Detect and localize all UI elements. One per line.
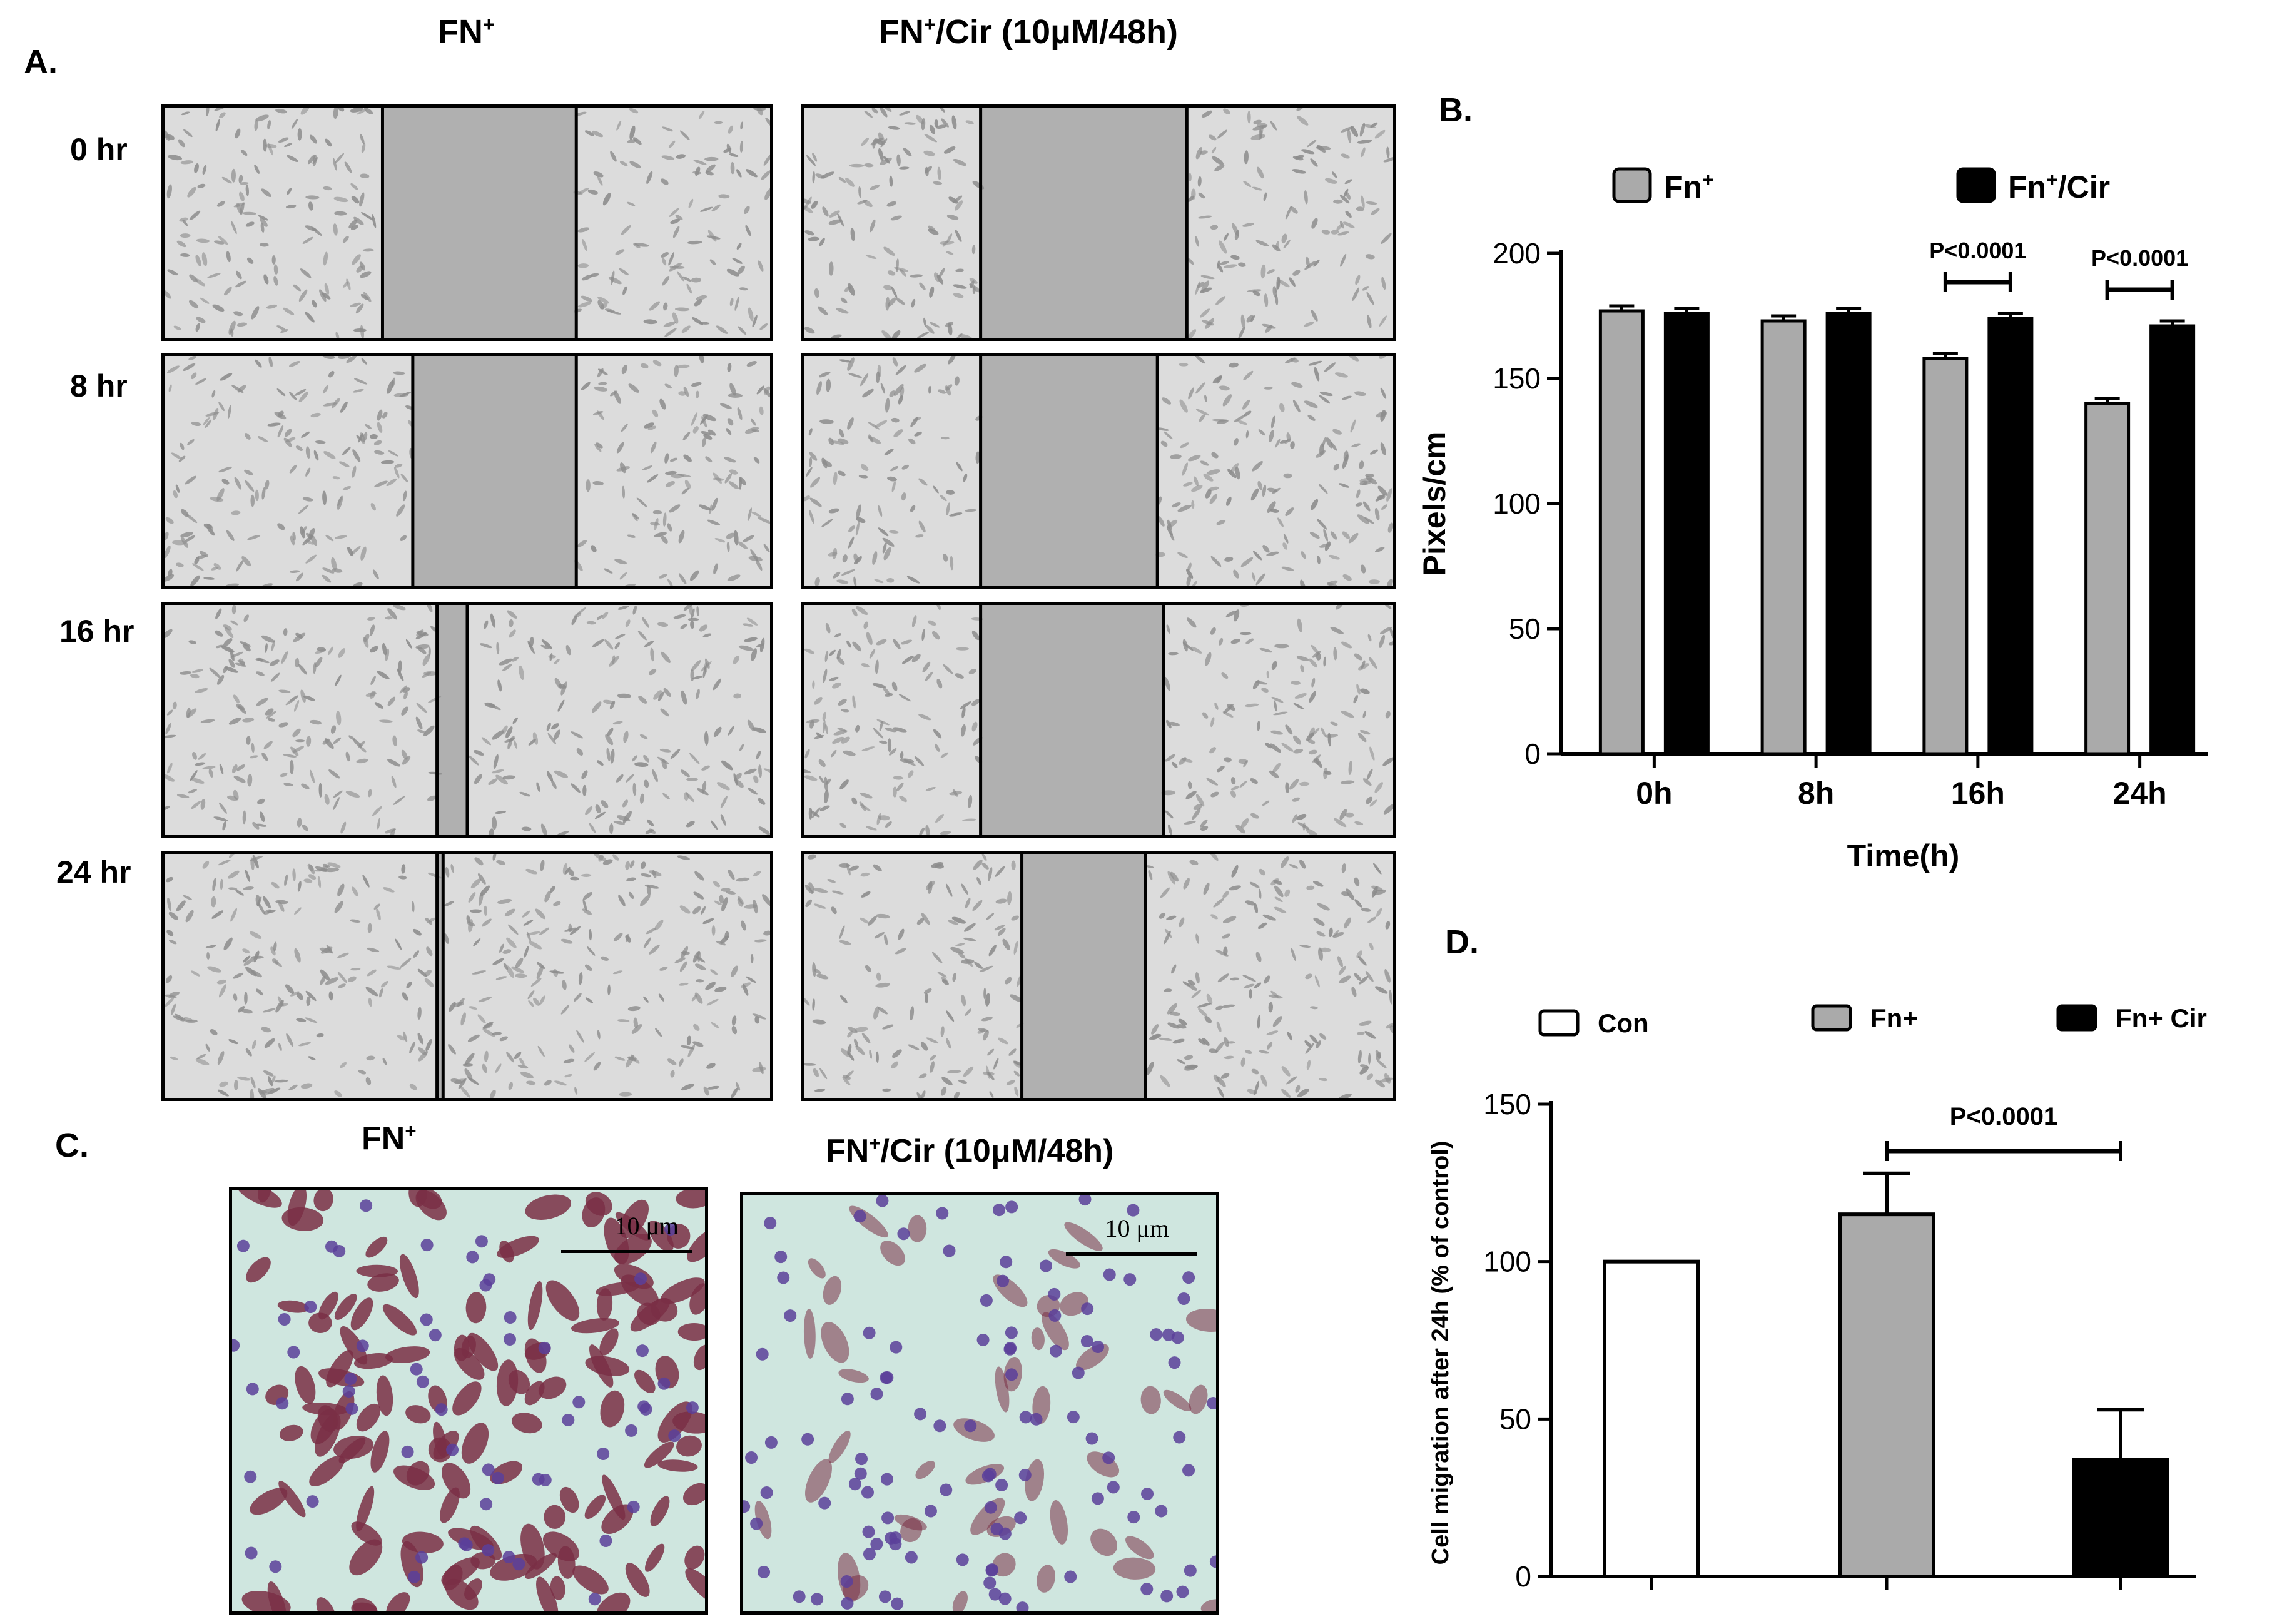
y-tick-label: 0 — [1515, 1560, 1531, 1593]
micrograph-fn-16hr — [161, 602, 773, 838]
legend-label: Fn+ Cir — [2116, 1003, 2207, 1033]
bar — [2149, 324, 2196, 756]
bar — [1760, 319, 1807, 756]
panel-c-title-fn: FN+ — [362, 1120, 417, 1157]
legend-swatch — [1811, 1004, 1852, 1032]
scale-bar-label: 10 μm — [614, 1212, 679, 1240]
legend-label: Con — [1598, 1008, 1649, 1038]
scale-bar-label: 10 μm — [1105, 1214, 1169, 1242]
bar — [1663, 312, 1710, 756]
title-base: FN — [826, 1133, 870, 1169]
panel-c-title-fn-cir: FN+/Cir (10μM/48h) — [826, 1132, 1113, 1170]
wound-gap — [1022, 854, 1146, 1098]
y-tick-label: 0 — [1524, 738, 1541, 770]
legend-swatch — [2056, 1004, 2097, 1032]
legend-label: Fn+ — [1664, 168, 1714, 205]
title-sup: + — [923, 13, 936, 36]
bar — [1603, 1259, 1700, 1578]
panel-a-title-fn-cir: FN+/Cir (10μM/48h) — [879, 13, 1178, 51]
micrograph-fn-cir-8hr — [801, 353, 1396, 589]
micrograph-fn-8hr — [161, 353, 773, 589]
bar — [1598, 309, 1645, 756]
title-sup: + — [405, 1120, 417, 1142]
title-sup: + — [869, 1132, 881, 1155]
p-value-label: P<0.0001 — [2091, 245, 2188, 271]
x-tick-label: 24h — [2113, 776, 2167, 811]
title-base: FN — [879, 13, 924, 51]
title-sup: + — [482, 13, 495, 36]
legend-swatch — [1612, 167, 1652, 203]
wound-gap — [980, 605, 1164, 835]
panel-a-title-fn: FN+ — [438, 13, 495, 51]
row-label-24hr: 24 hr — [56, 855, 131, 890]
micrograph-fn-24hr — [161, 851, 773, 1101]
x-tick-label: 8h — [1798, 776, 1834, 811]
micrograph-fn-cir-16hr — [801, 602, 1396, 838]
stained-cells — [232, 1190, 705, 1611]
chart-d: 0 50 100 150 Cell migration after 24h (% of … — [1428, 1003, 2207, 1593]
bar — [1838, 1212, 1935, 1578]
title-base: FN — [438, 13, 483, 51]
panel-c-label: C. — [55, 1127, 89, 1164]
row-label-16hr: 16 hr — [59, 614, 134, 649]
cell-texture — [165, 356, 770, 586]
p-value-label: P<0.0001 — [1929, 238, 2026, 263]
panel-b-label: B. — [1439, 91, 1473, 129]
stain-image-fn-cir: 10 μm — [740, 1192, 1219, 1615]
legend-swatch — [1538, 1009, 1580, 1037]
p-value-label: P<0.0001 — [1950, 1103, 2057, 1130]
wound-gap — [412, 356, 577, 586]
cell-texture — [165, 108, 770, 338]
panel-d-label: D. — [1445, 923, 1479, 961]
stain-image-fn: 10 μm — [229, 1187, 708, 1615]
cell-texture — [804, 108, 1393, 338]
row-label-8hr: 8 hr — [70, 368, 128, 403]
bar — [1987, 317, 2034, 756]
micrograph-fn-cir-0hr — [801, 104, 1396, 341]
row-label-0hr: 0 hr — [70, 132, 128, 167]
title-rest: /Cir (10μM/48h) — [880, 1133, 1114, 1169]
x-axis-label: Time(h) — [1847, 838, 1960, 873]
cell-texture — [165, 605, 770, 835]
y-tick-label: 150 — [1493, 362, 1541, 395]
stained-cells — [743, 1195, 1216, 1611]
y-tick-label: 50 — [1509, 612, 1541, 645]
cell-field — [165, 854, 770, 1098]
y-tick-label: 100 — [1493, 487, 1541, 520]
bar — [2072, 1458, 2169, 1578]
cell-texture — [165, 854, 770, 1098]
wound-gap — [437, 854, 444, 1098]
y-tick-label: 200 — [1493, 237, 1541, 270]
micrograph-fn-0hr — [161, 104, 773, 341]
panel-a-label: A. — [24, 43, 58, 81]
legend-swatch — [1956, 167, 1996, 203]
y-axis-label: Cell migration after 24h (% of control) — [1428, 1141, 1454, 1565]
cell-texture — [804, 356, 1393, 586]
y-tick-label: 100 — [1483, 1246, 1531, 1278]
cell-texture — [804, 605, 1393, 835]
legend-label: Fn+ — [1870, 1003, 1918, 1033]
scale-bar — [1066, 1252, 1197, 1256]
bar — [1825, 312, 1872, 756]
chart-b: 0 50 100 150 200 Pixels/cm Time(h) 0h 8h 16h 24h P<… — [1417, 167, 2208, 873]
bar — [2084, 402, 2131, 756]
x-tick-label: 0h — [1636, 776, 1672, 811]
legend-label: Fn+/Cir — [2008, 168, 2110, 205]
wound-gap — [980, 356, 1158, 586]
wound-gap — [980, 108, 1187, 338]
scale-bar — [561, 1250, 692, 1253]
x-tick-label: 16h — [1951, 776, 2005, 811]
micrograph-fn-cir-24hr — [801, 851, 1396, 1101]
wound-gap — [437, 605, 467, 835]
y-axis-label: Pixels/cm — [1417, 432, 1452, 576]
title-base: FN — [362, 1120, 405, 1157]
title-rest: /Cir (10μM/48h) — [935, 13, 1179, 51]
bar — [1922, 357, 1969, 756]
wound-gap — [382, 108, 577, 338]
y-tick-label: 50 — [1499, 1403, 1531, 1435]
y-tick-label: 150 — [1483, 1088, 1531, 1120]
cell-texture — [804, 854, 1393, 1098]
